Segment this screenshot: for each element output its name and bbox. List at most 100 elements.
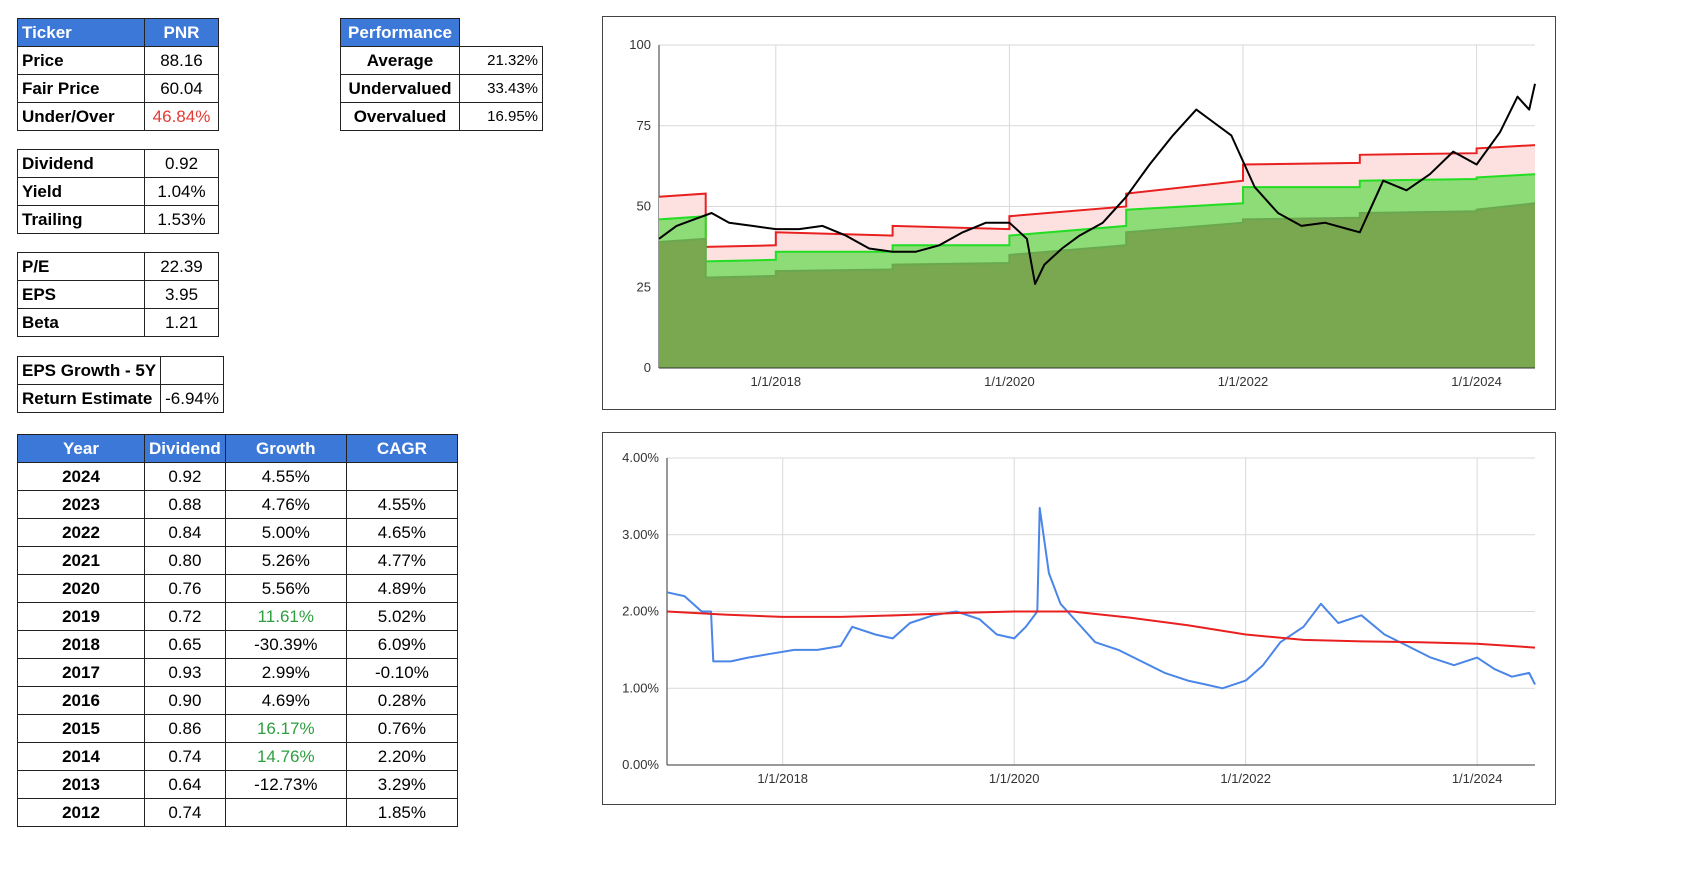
dividend-cell: 0.64 bbox=[144, 770, 226, 799]
year-cell: 2012 bbox=[17, 798, 145, 827]
x-tick-label: 1/1/2020 bbox=[984, 374, 1035, 389]
year-cell: 2016 bbox=[17, 686, 145, 715]
cagr-cell: -0.10% bbox=[345, 658, 459, 687]
table-row: 2013 0.64 -12.73% 3.29% bbox=[17, 770, 459, 799]
return-estimate-value: -6.94% bbox=[160, 384, 225, 413]
growth-cell: 14.76% bbox=[224, 742, 347, 771]
cagr-header: CAGR bbox=[345, 434, 459, 463]
year-cell: 2014 bbox=[17, 742, 145, 771]
y-tick-label: 0 bbox=[644, 360, 651, 375]
year-cell: 2018 bbox=[17, 630, 145, 659]
growth-header: Growth bbox=[224, 434, 347, 463]
yield-value: 1.04% bbox=[144, 177, 219, 206]
series-line bbox=[658, 202, 1536, 279]
overvalued-label: Overvalued bbox=[340, 102, 460, 131]
pe-label: P/E bbox=[17, 252, 145, 281]
year-cell: 2021 bbox=[17, 546, 145, 575]
under-over-value: 46.84% bbox=[144, 102, 219, 131]
y-tick-label: 3.00% bbox=[622, 527, 659, 542]
growth-cell: -30.39% bbox=[224, 630, 347, 659]
eps-growth-label: EPS Growth - 5Y bbox=[16, 356, 162, 385]
dividend-cell: 0.65 bbox=[144, 630, 226, 659]
fair-price-value: 60.04 bbox=[144, 74, 219, 103]
price-chart: 0 25 50 75 100 1/1/2018 1/1/2020 1/1/2022 1/1/20… bbox=[602, 16, 1556, 410]
x-tick-label: 1/1/2022 bbox=[1218, 374, 1269, 389]
series-line bbox=[666, 506, 1536, 690]
year-cell: 2020 bbox=[17, 574, 145, 603]
cagr-cell: 3.29% bbox=[345, 770, 459, 799]
cagr-cell bbox=[345, 462, 459, 491]
year-cell: 2013 bbox=[17, 770, 145, 799]
y-tick-label: 4.00% bbox=[622, 450, 659, 465]
series-line bbox=[658, 144, 1536, 248]
y-tick-label: 2.00% bbox=[622, 604, 659, 619]
year-cell: 2015 bbox=[17, 714, 145, 743]
growth-cell bbox=[224, 798, 347, 827]
price-value: 88.16 bbox=[144, 46, 219, 75]
x-tick-label: 1/1/2022 bbox=[1220, 771, 1271, 786]
dividend-cell: 0.76 bbox=[144, 574, 226, 603]
dividend-cell: 0.80 bbox=[144, 546, 226, 575]
table-row: 2024 0.92 4.55% bbox=[17, 462, 459, 491]
cagr-cell: 0.28% bbox=[345, 686, 459, 715]
cagr-cell: 1.85% bbox=[345, 798, 459, 827]
trailing-label: Trailing bbox=[17, 205, 145, 234]
performance-header-blank bbox=[460, 19, 543, 47]
growth-cell: 5.00% bbox=[224, 518, 347, 547]
dividend-cell: 0.74 bbox=[144, 798, 226, 827]
ticker-header-value: PNR bbox=[144, 18, 219, 47]
performance-table: Performance Average 21.32% Undervalued 3… bbox=[340, 18, 543, 131]
average-label: Average bbox=[340, 46, 460, 75]
series-line bbox=[658, 173, 1536, 263]
overvalued-value: 16.95% bbox=[459, 102, 543, 131]
table-row: 2021 0.80 5.26% 4.77% bbox=[17, 546, 459, 575]
price-label: Price bbox=[17, 46, 145, 75]
year-cell: 2019 bbox=[17, 602, 145, 631]
cagr-cell: 4.65% bbox=[345, 518, 459, 547]
yield-label: Yield bbox=[17, 177, 145, 206]
y-tick-label: 0.00% bbox=[622, 757, 659, 772]
yield-chart: 0.00% 1.00% 2.00% 3.00% 4.00% 1/1/2018 1/1/202… bbox=[602, 432, 1556, 805]
cagr-cell: 2.20% bbox=[345, 742, 459, 771]
year-cell: 2017 bbox=[17, 658, 145, 687]
return-estimate-label: Return Estimate bbox=[16, 384, 162, 413]
cagr-cell: 4.77% bbox=[345, 546, 459, 575]
cagr-cell: 0.76% bbox=[345, 714, 459, 743]
dividend-header: Dividend bbox=[144, 434, 226, 463]
series-area bbox=[659, 203, 1535, 368]
growth-cell: 16.17% bbox=[224, 714, 347, 743]
table-row: 2014 0.74 14.76% 2.20% bbox=[17, 742, 459, 771]
table-row: 2020 0.76 5.56% 4.89% bbox=[17, 574, 459, 603]
y-tick-label: 100 bbox=[629, 37, 651, 52]
dividend-cell: 0.72 bbox=[144, 602, 226, 631]
x-tick-label: 1/1/2018 bbox=[750, 374, 801, 389]
cagr-cell: 4.55% bbox=[345, 490, 459, 519]
ticker-header-label: Ticker bbox=[17, 18, 145, 47]
dividend-history-table: Year Dividend Growth CAGR 2024 0.92 4.55% 2… bbox=[17, 434, 459, 827]
x-tick-label: 1/1/2024 bbox=[1452, 771, 1503, 786]
dividend-table: Dividend 0.92 Yield 1.04% Trailing 1.53% bbox=[17, 149, 219, 234]
year-cell: 2022 bbox=[17, 518, 145, 547]
dividend-cell: 0.92 bbox=[144, 462, 226, 491]
eps-growth-value bbox=[160, 356, 225, 385]
year-cell: 2024 bbox=[17, 462, 145, 491]
dividend-cell: 0.86 bbox=[144, 714, 226, 743]
growth-cell: 5.56% bbox=[224, 574, 347, 603]
dividend-cell: 0.74 bbox=[144, 742, 226, 771]
dividend-label: Dividend bbox=[17, 149, 145, 178]
dividend-value: 0.92 bbox=[144, 149, 219, 178]
y-tick-label: 75 bbox=[637, 118, 651, 133]
x-tick-label: 1/1/2020 bbox=[989, 771, 1040, 786]
pe-table: P/E 22.39 EPS 3.95 Beta 1.21 bbox=[17, 252, 219, 337]
undervalued-label: Undervalued bbox=[340, 74, 460, 103]
price-chart-svg: 0 25 50 75 100 1/1/2018 1/1/2020 1/1/2022 1/1/20… bbox=[629, 37, 1536, 389]
table-row: 2019 0.72 11.61% 5.02% bbox=[17, 602, 459, 631]
growth-cell: 5.26% bbox=[224, 546, 347, 575]
x-tick-label: 1/1/2024 bbox=[1451, 374, 1502, 389]
eps-label: EPS bbox=[17, 280, 145, 309]
growth-cell: 4.69% bbox=[224, 686, 347, 715]
dividend-cell: 0.93 bbox=[144, 658, 226, 687]
dividend-cell: 0.88 bbox=[144, 490, 226, 519]
table-row: 2015 0.86 16.17% 0.76% bbox=[17, 714, 459, 743]
cagr-cell: 6.09% bbox=[345, 630, 459, 659]
